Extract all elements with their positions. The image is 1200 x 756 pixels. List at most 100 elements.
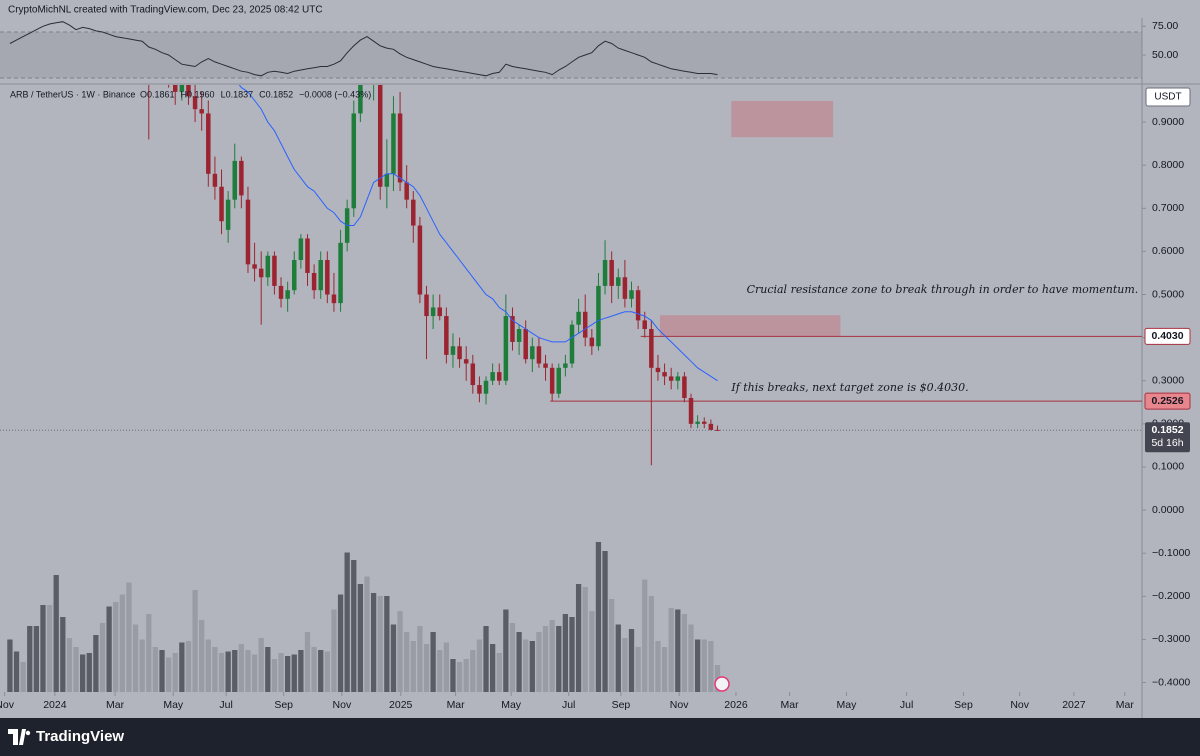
candle-body [258, 268, 264, 278]
candle-body [298, 238, 304, 261]
candle-body [497, 372, 502, 381]
candle-body [662, 372, 667, 377]
candle-body [384, 173, 390, 187]
price-pane: Crucial resistance zone to break through… [0, 85, 1142, 466]
volume-bar [179, 642, 185, 692]
rsi-pane [0, 21, 1142, 79]
volume-bar [159, 650, 165, 692]
candle-body [311, 272, 317, 291]
zone [731, 100, 834, 138]
candle-body [556, 367, 562, 394]
volume-bar [496, 653, 502, 692]
currency[interactable]: USDT [1154, 92, 1181, 103]
volume-bar [318, 650, 324, 692]
volume-bar [40, 605, 46, 692]
y-tick-label: 0.8000 [1152, 159, 1184, 171]
candle-body [569, 324, 575, 364]
candle-body [186, 85, 191, 97]
brand: TradingView [36, 728, 124, 745]
candle-body [278, 285, 284, 299]
volume-bar [635, 647, 641, 692]
candle-body [463, 359, 469, 364]
symbol: ARB / TetherUS · 1W · Binance [10, 89, 135, 99]
volume-bar [119, 594, 125, 692]
volume-bar [681, 614, 688, 692]
volume-bar [509, 623, 516, 692]
brand-logo [8, 729, 26, 745]
level-box [1144, 327, 1191, 345]
moving-average [238, 85, 718, 382]
volume-bar [549, 620, 555, 692]
ohlc-field: C0.1852 [259, 89, 293, 99]
volume-bar [642, 579, 648, 692]
volume-bar [46, 605, 53, 692]
x-tick-label: Sep [274, 699, 293, 711]
volume-bar [146, 614, 152, 692]
volume-bar [655, 641, 661, 692]
candle-body [635, 290, 641, 321]
candle-body [490, 372, 495, 381]
volume-bar [205, 639, 211, 692]
y-tick-label: −0.1000 [1152, 547, 1190, 559]
volume-bar [688, 624, 694, 692]
axes: Nov 2024 Mar May Jul Sep Nov 2025 Mar May Jul Sep No… [0, 20, 1191, 711]
candle-body [483, 380, 489, 394]
candle-body [549, 367, 555, 394]
x-tick-label: Jul [219, 699, 232, 711]
candle-body [265, 255, 271, 278]
ohlc-field: H0.1960 [181, 89, 215, 99]
currency-box[interactable] [1145, 87, 1191, 107]
candle-body [404, 182, 409, 200]
level-label: 0.2526 [1151, 395, 1183, 407]
volume-bar [192, 590, 198, 692]
volume-bar [357, 584, 364, 692]
candle-body [199, 109, 204, 114]
volume-bar [331, 609, 337, 692]
level-box [1144, 392, 1191, 410]
y-tick-label: 0.0000 [1152, 504, 1184, 516]
volume-bar [615, 624, 621, 692]
candle-body [450, 346, 456, 355]
candle-body [629, 290, 634, 299]
candle-body [206, 113, 211, 174]
x-tick-label: Jul [562, 699, 575, 711]
volume-bar [569, 617, 575, 692]
volume-bar [80, 654, 86, 692]
x-tick-label: Mar [447, 699, 466, 711]
level-label: 0.4030 [1151, 330, 1183, 342]
header: ARB / TetherUS · 1W · Binance O0.1861 H0.… [10, 89, 371, 99]
volume-bar [456, 662, 463, 692]
candle-body [563, 363, 568, 368]
volume-bar [265, 647, 271, 692]
candle-body [516, 329, 522, 342]
candle-body [701, 421, 707, 424]
candle-body [212, 173, 218, 187]
x-tick-label: Jul [900, 699, 913, 711]
candle-body [305, 238, 310, 273]
volume-bar [417, 626, 423, 692]
volume-bar [675, 609, 681, 692]
last-price-label: 0.1852 [1151, 424, 1183, 436]
x-tick-label: Nov [0, 699, 15, 711]
volume-bar [489, 644, 496, 692]
last-price-box [1145, 422, 1190, 453]
candle-body [582, 311, 588, 338]
event-icon[interactable] [714, 676, 730, 692]
volume-bar [285, 656, 291, 692]
volume-bar [93, 635, 99, 692]
volume-bar [523, 639, 529, 692]
candle-body [470, 363, 476, 386]
volume-bar [602, 551, 608, 692]
candle-body [437, 307, 442, 317]
volume-bar [423, 644, 430, 692]
candle-body [192, 96, 198, 110]
x-tick-label: May [836, 699, 857, 711]
volume-bar [483, 626, 489, 692]
volume-bar [113, 602, 119, 692]
volume-bar [397, 611, 403, 692]
x-tick-label: 2024 [43, 699, 67, 711]
y-tick-label: 0.1000 [1152, 461, 1184, 473]
candle-body [510, 316, 515, 342]
candle-body [325, 260, 330, 295]
